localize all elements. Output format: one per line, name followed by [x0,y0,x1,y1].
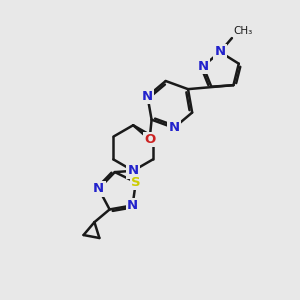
Text: S: S [131,176,141,189]
Text: N: N [197,60,208,73]
Text: N: N [127,199,138,212]
Text: N: N [128,164,139,177]
Text: N: N [142,90,153,103]
Text: O: O [144,133,155,146]
Text: N: N [93,182,104,195]
Text: CH₃: CH₃ [233,26,252,36]
Text: N: N [168,121,179,134]
Text: N: N [214,46,226,59]
